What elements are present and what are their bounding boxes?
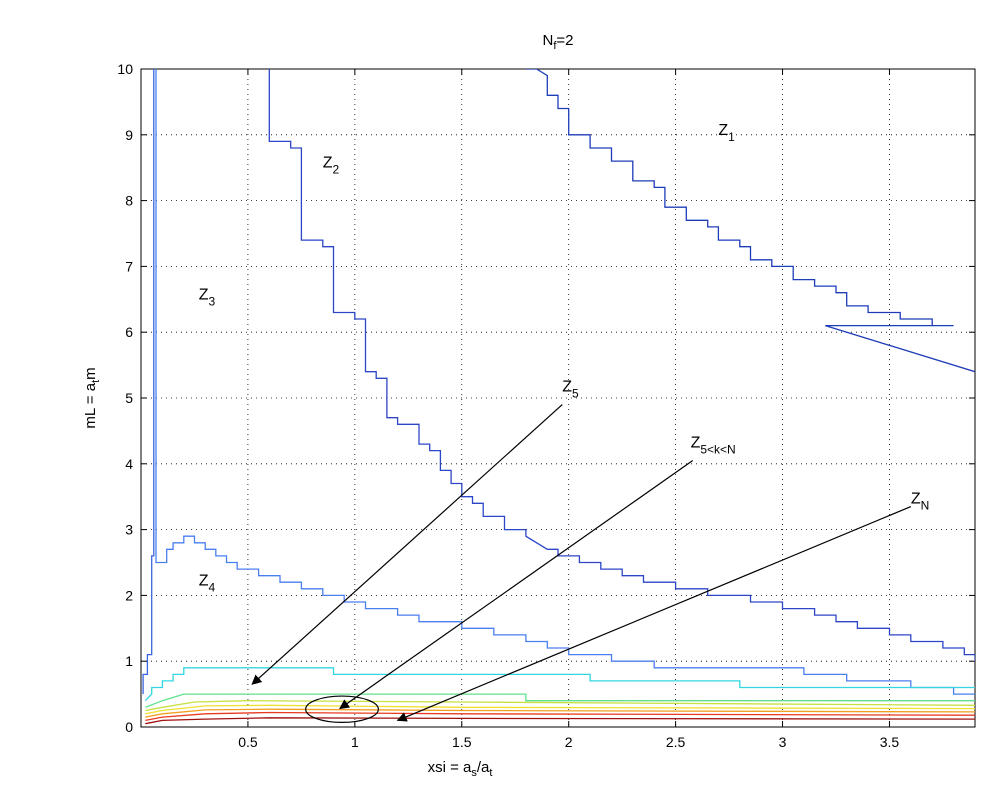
y-tick-label: 3 xyxy=(125,522,133,538)
region-labels: Z1 Z2 Z3 Z4 Z5 Z5<k<N ZN xyxy=(199,122,930,595)
contour-line-9 xyxy=(145,708,975,718)
region-label: Z4 xyxy=(199,573,216,595)
x-tick-label: 3.5 xyxy=(880,734,900,750)
x-tick-label: 2.5 xyxy=(666,734,686,750)
y-tick-label: 8 xyxy=(125,193,133,209)
contour-line-2 xyxy=(268,69,975,662)
chart-title: Nf=2 xyxy=(542,32,573,52)
x-axis-label: xsi = as/at xyxy=(428,759,493,779)
y-tick-label: 0 xyxy=(125,719,133,735)
contour-lines xyxy=(142,69,975,725)
axis-ticks: 0.5 1 1.5 2 2.5 3 3.5 0 1 2 3 4 5 6 7 8 9 10 xyxy=(117,61,975,750)
region-label: ZN xyxy=(911,490,929,512)
contour-line-11 xyxy=(145,717,975,725)
annotation-arrow xyxy=(396,506,912,722)
region-label: Z2 xyxy=(323,155,340,177)
highlight-ellipse xyxy=(305,695,379,723)
annotation-arrow xyxy=(251,404,563,685)
region-label: Z1 xyxy=(718,122,735,144)
x-tick-label: 0.5 xyxy=(238,734,258,750)
grid-lines xyxy=(141,69,975,727)
annotation-arrow xyxy=(339,460,694,710)
y-tick-label: 4 xyxy=(125,456,133,472)
y-tick-label: 6 xyxy=(125,324,133,340)
contour-line-6 xyxy=(145,693,975,708)
contour-line-3 xyxy=(142,69,155,695)
y-axis-label: mL = atm xyxy=(82,367,102,428)
x-tick-label: 1.5 xyxy=(452,734,472,750)
y-tick-label: 2 xyxy=(125,587,133,603)
x-tick-label: 1 xyxy=(351,734,359,750)
contour-line-7 xyxy=(145,700,975,712)
y-tick-label: 10 xyxy=(117,61,133,77)
x-tick-label: 2 xyxy=(565,734,573,750)
y-tick-label: 5 xyxy=(125,390,133,406)
contour-line-5 xyxy=(144,667,975,702)
region-label: Z5<k<N xyxy=(691,434,736,456)
annotation-arrows xyxy=(251,404,912,723)
contour-line-4 xyxy=(155,69,975,695)
y-tick-label: 7 xyxy=(125,258,133,274)
region-label: Z5 xyxy=(562,378,579,400)
x-tick-label: 3 xyxy=(779,734,787,750)
y-tick-label: 9 xyxy=(125,127,133,143)
y-tick-label: 1 xyxy=(125,653,133,669)
contour-line-1 xyxy=(525,69,975,373)
contour-line-10 xyxy=(145,711,975,722)
contour-line-8 xyxy=(145,704,975,715)
region-label: Z3 xyxy=(199,286,216,308)
